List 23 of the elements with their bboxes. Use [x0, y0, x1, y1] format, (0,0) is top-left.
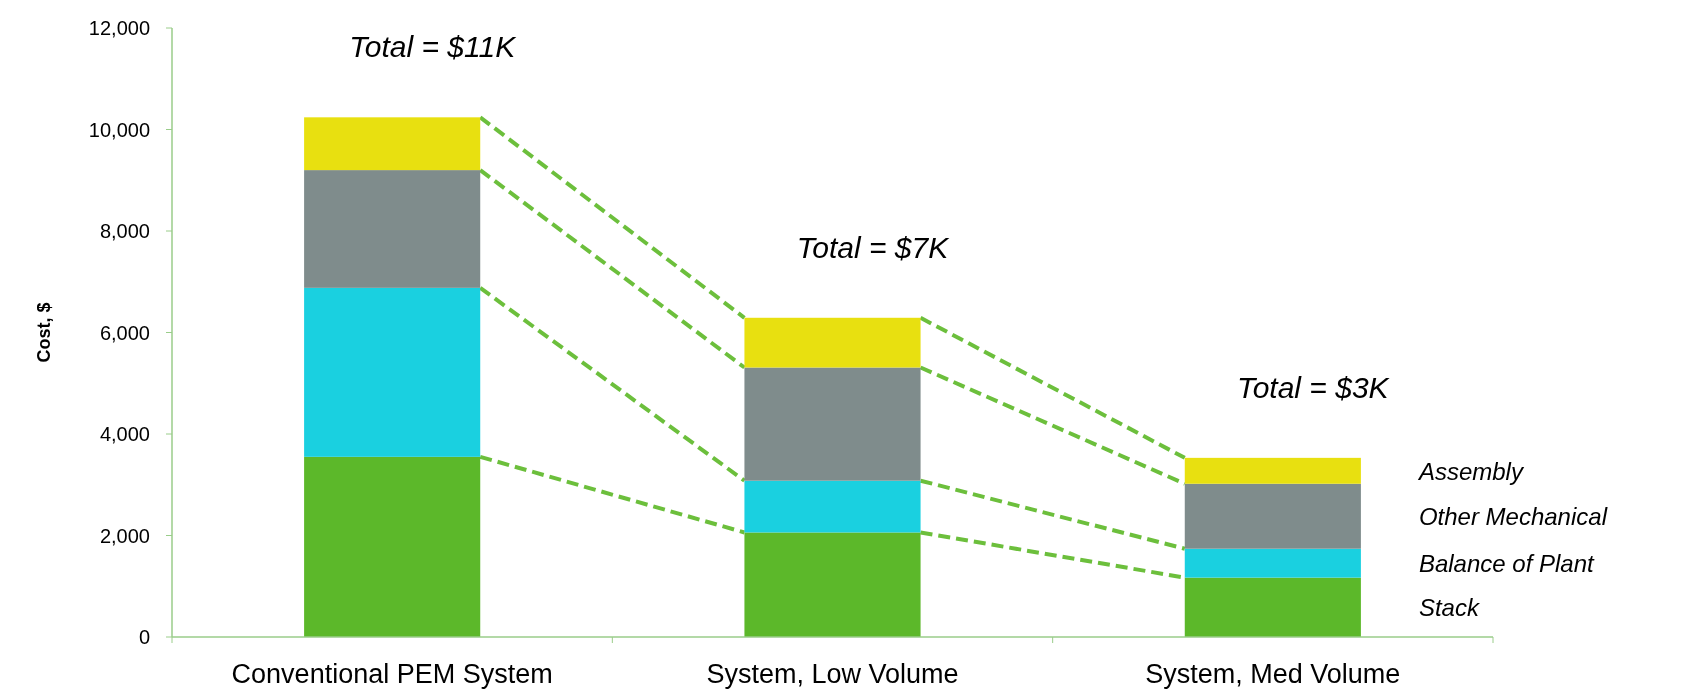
bar [1184, 577, 1361, 637]
y-tick-label: 2,000 [99, 524, 150, 547]
text: Stack [1418, 594, 1481, 622]
y-tick-label: 0 [138, 626, 150, 648]
y-tick-label: 6,000 [99, 321, 150, 344]
total-label: Total = $7K [796, 230, 951, 264]
x-tick-label: System, Low Volume [706, 659, 959, 689]
bar [1184, 457, 1361, 484]
y-tick-label: 12,000 [88, 17, 150, 39]
text: Balance of Plant [1418, 550, 1596, 578]
total-label: Total = $11K [349, 30, 518, 64]
text: Other Mechanical [1418, 503, 1608, 531]
x-tick-label: System, Med Volume [1145, 659, 1401, 689]
y-axis-title: Cost, $ [34, 302, 54, 363]
text: Assembly [1416, 457, 1525, 485]
total-label: Total = $3K [1237, 370, 1391, 404]
y-tick-label: 8,000 [99, 220, 150, 242]
y-tick-label: 4,000 [99, 423, 150, 445]
y-tick-label: 10,000 [88, 118, 150, 141]
bar [304, 117, 481, 171]
bar [304, 456, 481, 637]
x-tick-label: Conventional PEM System [231, 659, 553, 689]
bar [744, 532, 921, 637]
